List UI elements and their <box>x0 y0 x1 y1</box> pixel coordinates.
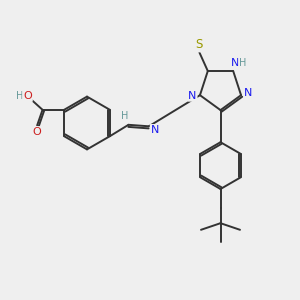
Text: N: N <box>151 125 159 135</box>
Text: N: N <box>188 91 196 101</box>
Text: H: H <box>239 58 247 68</box>
Text: N: N <box>230 58 239 68</box>
Text: O: O <box>33 127 41 137</box>
Text: O: O <box>23 91 32 101</box>
Text: H: H <box>16 91 23 101</box>
Text: N: N <box>244 88 253 98</box>
Text: S: S <box>196 38 203 51</box>
Text: H: H <box>121 111 129 122</box>
